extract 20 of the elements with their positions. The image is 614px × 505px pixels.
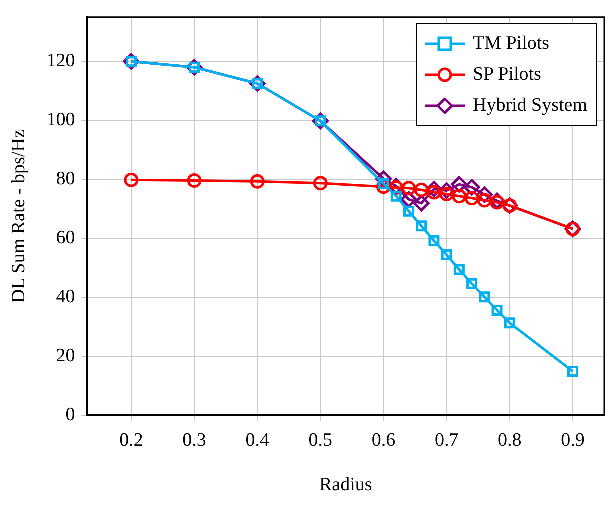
- y-tick-label: 40: [56, 286, 76, 308]
- y-tick-label: 0: [66, 404, 76, 426]
- y-tick-label: 60: [56, 227, 76, 248]
- x-tick-label: 0.4: [246, 430, 270, 451]
- y-tick-label: 120: [46, 50, 76, 72]
- y-tick-label: 20: [56, 345, 76, 366]
- x-axis-title: Radius: [320, 474, 372, 496]
- x-tick-label: 0.5: [308, 430, 333, 451]
- x-tick-label: 0.8: [498, 430, 522, 451]
- legend-label: SP Pilots: [472, 63, 542, 88]
- y-tick-label: 100: [46, 110, 76, 131]
- legend-label: TM Pilots: [472, 32, 550, 56]
- legend-label: Hybrid System: [472, 94, 588, 118]
- x-tick-label: 0.3: [182, 430, 206, 451]
- x-tick-label: 0.6: [372, 430, 396, 451]
- y-tick-label: 80: [56, 168, 76, 190]
- x-tick-label: 0.9: [561, 430, 585, 451]
- y-axis-title: DL Sum Rate - bps/Hz: [8, 130, 30, 304]
- x-tick-label: 0.7: [434, 430, 459, 451]
- x-tick-label: 0.2: [120, 430, 144, 451]
